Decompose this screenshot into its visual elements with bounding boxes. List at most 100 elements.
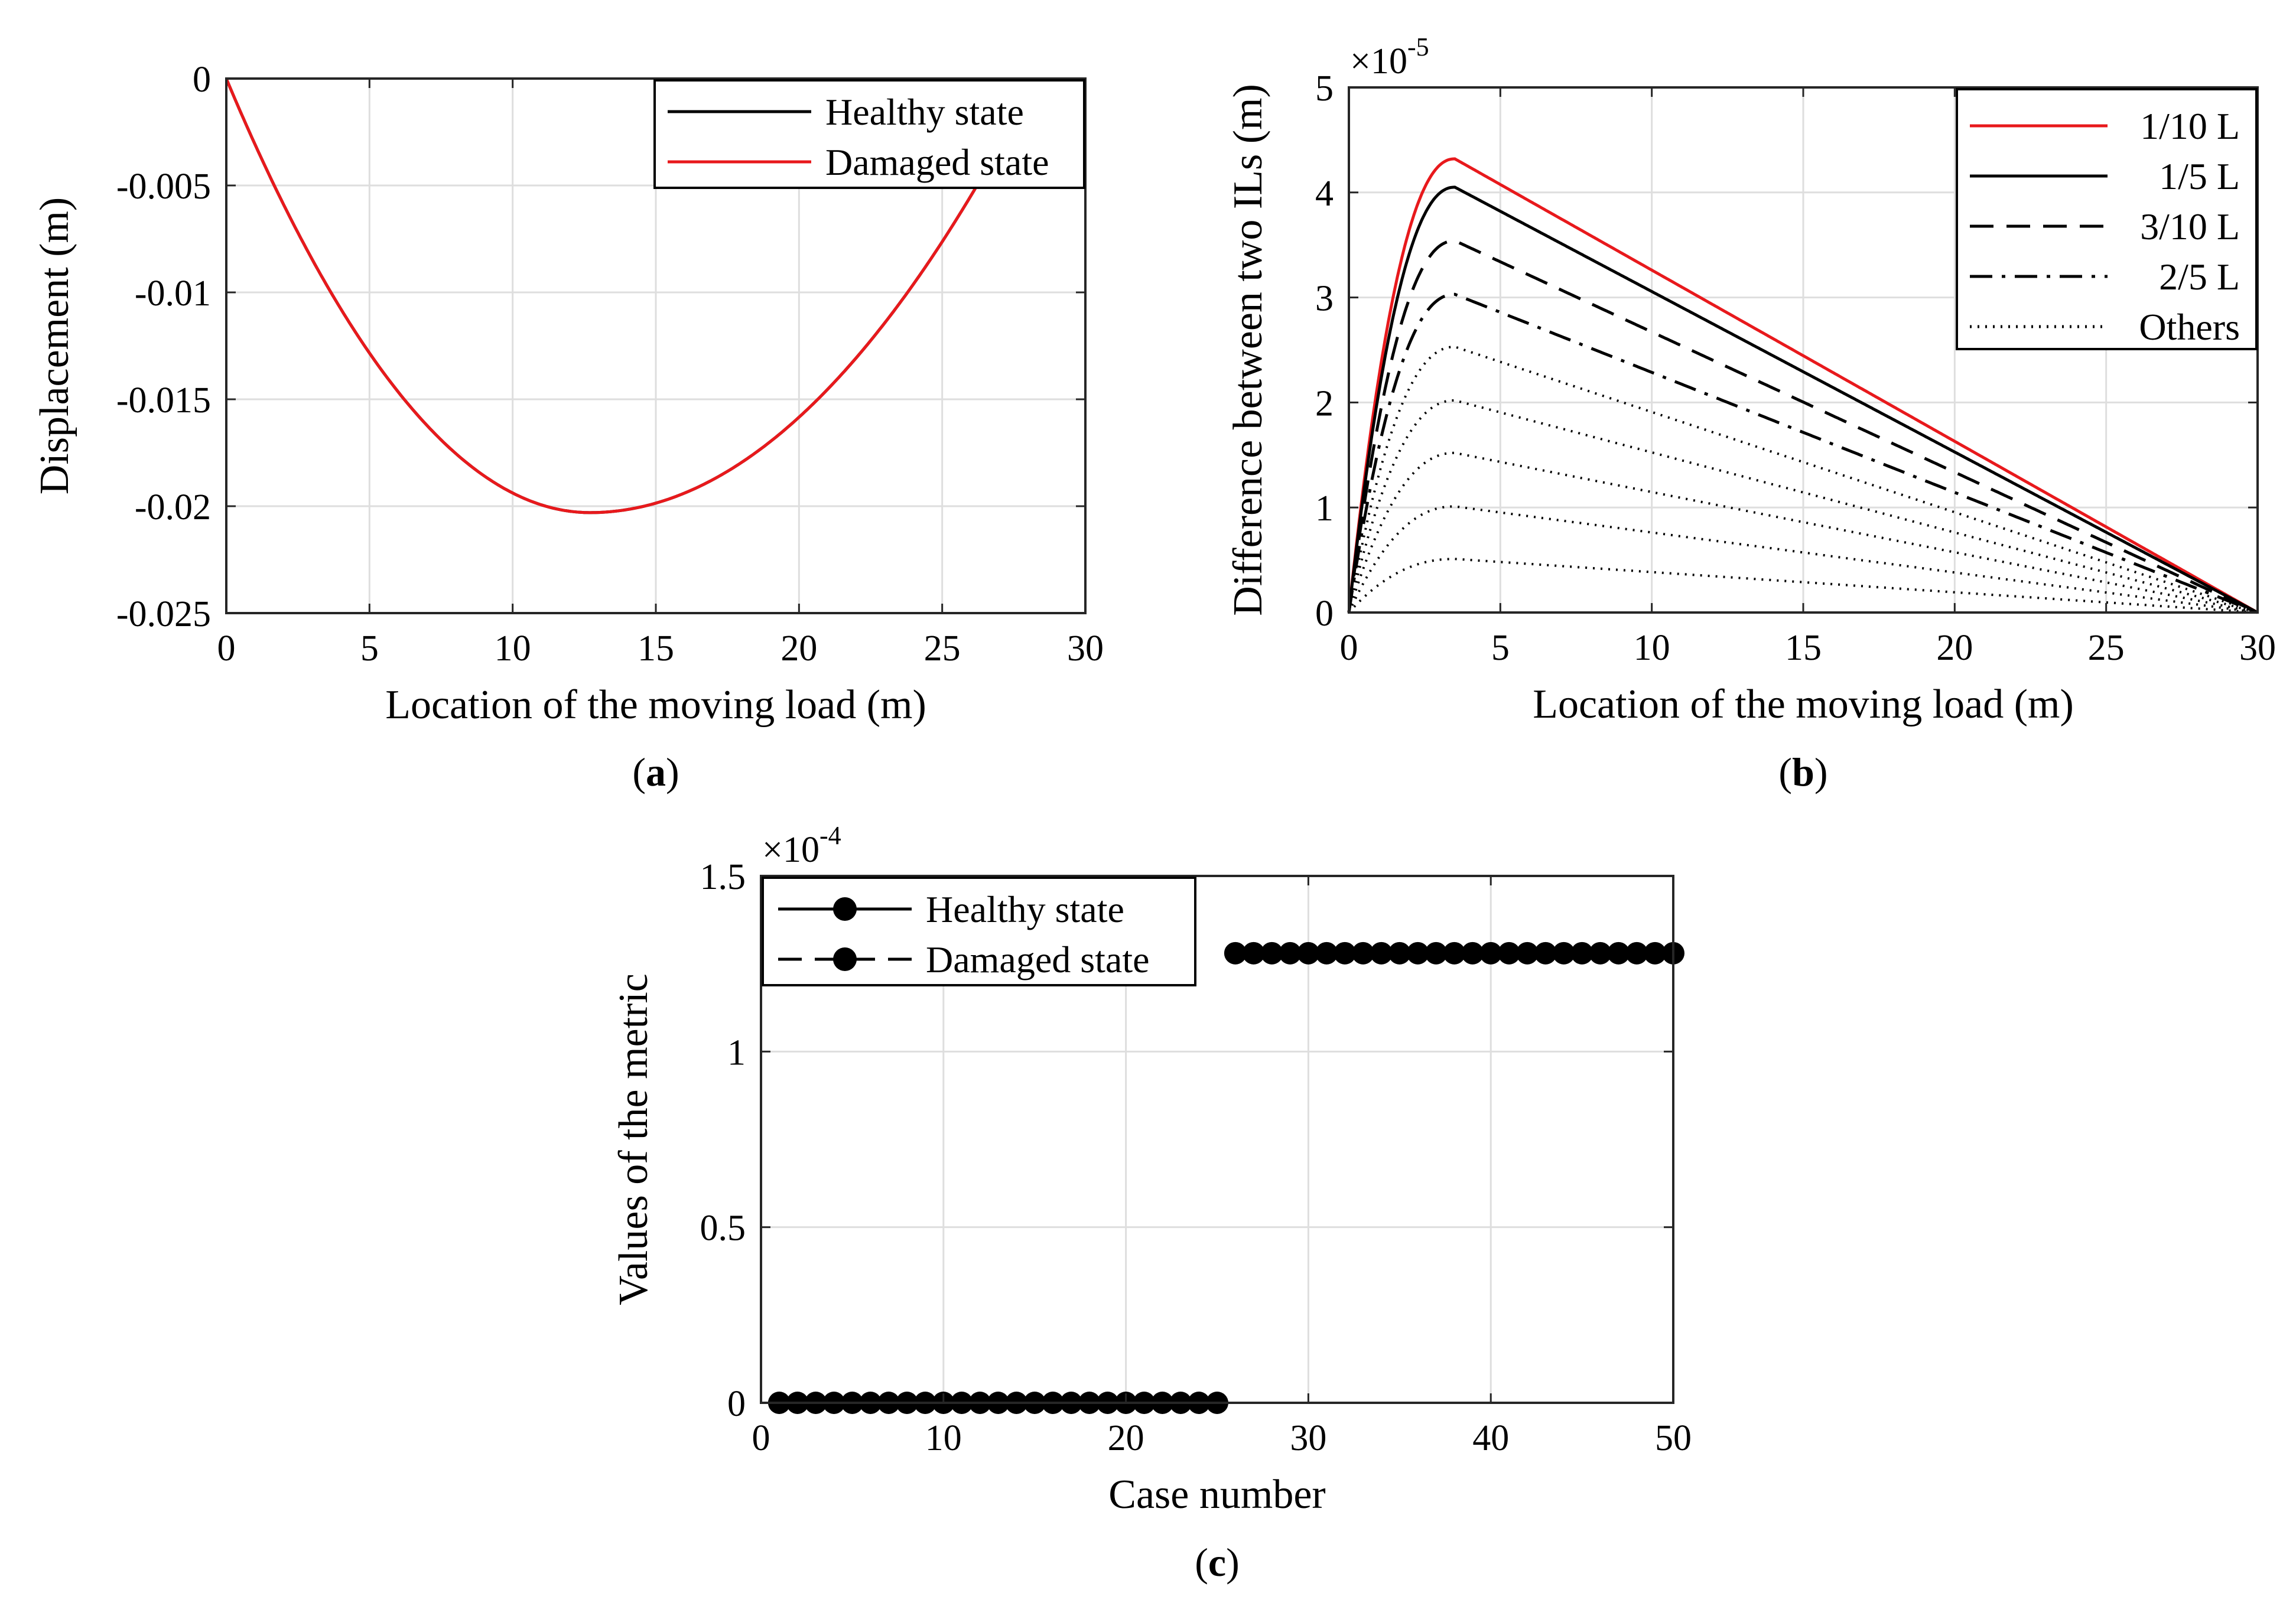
c-ytick-label: 0 [727,1384,746,1424]
c-caption-close: ) [1226,1540,1240,1585]
c-point-damaged [1425,942,1448,965]
b-xtick-label: 30 [2239,628,2276,668]
c-caption-letter: c [1208,1540,1226,1585]
a-xtick-label: 25 [924,628,961,669]
b-caption-open: ( [1778,750,1792,794]
c-xtick-label: 30 [1290,1418,1326,1458]
b-caption-letter: b [1792,750,1814,794]
c-point-damaged [1334,942,1357,965]
b-legend-entry: 3/10 L [2140,206,2240,247]
a-ytick-label: -0.02 [135,487,211,527]
c-caption-open: ( [1195,1540,1208,1585]
panel-a-displacement-chart: 0 5 10 15 20 25 30 0 -0.005 -0.01 -0.015 -0.02 -0.02… [32,60,1104,794]
b-y-multiplier-base: ×10 [1350,41,1407,82]
c-legend-box [762,877,1196,986]
a-legend-box [653,79,1085,189]
b-xtick-label: 10 [1634,628,1670,668]
c-point-damaged [1607,942,1630,965]
c-yaxis-label: Values of the metric [611,973,656,1305]
b-xtick-label: 0 [1340,628,1358,668]
b-legend-entry: 1/5 L [2159,155,2240,197]
b-legend-entry: Others [2139,306,2240,348]
c-legend-entry: Healthy state [926,888,1124,930]
c-point-damaged [1370,942,1393,965]
a-yaxis-label: Displacement (m) [32,197,77,494]
c-point-damaged [1552,942,1575,965]
c-xaxis-label: Case number [1108,1472,1325,1517]
a-ytick-label: -0.005 [116,167,211,207]
a-caption-close: ) [666,750,679,794]
c-xtick-label: 50 [1655,1418,1692,1458]
b-ytick-label: 3 [1315,279,1334,319]
a-ytick-label: -0.015 [116,380,211,421]
c-caption: (c) [1195,1540,1240,1585]
c-ytick-label: 1.5 [700,857,746,897]
a-ytick-label: -0.01 [135,273,211,314]
c-point-damaged [1352,942,1375,965]
c-point-damaged [1388,942,1411,965]
a-xtick-label: 30 [1067,628,1104,669]
b-series-3-10-l-line [1347,239,2259,614]
c-point-damaged [1224,942,1247,965]
c-legend-marker [833,897,857,921]
b-series-1-10-l-line [1347,157,2259,614]
c-point-damaged [1297,942,1320,965]
b-yaxis-label: Difference between two ILs (m) [1225,84,1271,616]
c-point-damaged [1589,942,1612,965]
b-xtick-label: 5 [1491,628,1510,668]
c-xtick-label: 40 [1472,1418,1509,1458]
a-caption-letter: a [646,750,666,794]
panel-b-difference-chart: 0 5 10 15 20 25 30 0 1 2 3 4 5 Location of the moving… [1225,32,2276,794]
c-y-multiplier-exp: -4 [819,821,841,850]
b-ytick-label: 1 [1315,488,1334,529]
a-legend-entry: Healthy state [825,91,1024,133]
b-ytick-label: 2 [1315,383,1334,424]
c-xtick-label: 10 [925,1418,962,1458]
b-series-others-line [1348,346,2258,614]
c-point-damaged [1625,942,1648,965]
a-ytick-label: -0.025 [116,594,211,634]
b-legend-entry: 1/10 L [2140,105,2240,147]
c-xtick-label: 0 [752,1418,770,1458]
a-xtick-label: 10 [495,628,531,669]
b-xaxis-label: Location of the moving load (m) [1533,682,2074,727]
c-point-damaged [1461,942,1484,965]
b-series-others-line [1348,505,2258,614]
a-xaxis-label: Location of the moving load (m) [385,682,926,728]
c-point-damaged [1443,942,1466,965]
c-point-damaged [1516,942,1539,965]
c-point-damaged [1315,942,1338,965]
a-caption: (a) [632,750,679,794]
b-y-multiplier-exp: -5 [1407,32,1429,61]
c-point-damaged [1406,942,1429,965]
a-xtick-label: 5 [360,628,379,669]
a-legend-entry: Damaged state [825,141,1049,183]
a-ytick-label: 0 [193,60,211,100]
a-series-damaged-line [226,79,1085,514]
a-caption-open: ( [632,750,646,794]
b-series-2-5-l-line [1347,292,2258,614]
a-xtick-label: 0 [217,628,236,669]
c-ytick-label: 1 [727,1032,746,1073]
b-legend-box [1956,88,2258,350]
b-series-1-5-l-line [1347,185,2259,614]
b-y-multiplier: ×10-5 [1350,32,1429,82]
c-point-damaged [1260,942,1283,965]
a-xtick-label: 15 [638,628,674,669]
b-xtick-label: 20 [1936,628,1973,668]
b-xtick-label: 25 [2088,628,2125,668]
c-axes-box [760,875,1674,1404]
c-ytick-label: 0.5 [700,1208,746,1249]
b-ytick-label: 0 [1315,594,1334,634]
c-point-damaged [1498,942,1521,965]
c-point-damaged [1570,942,1593,965]
c-xtick-label: 20 [1108,1418,1144,1458]
c-legend-marker [833,947,857,971]
b-xtick-label: 15 [1785,628,1822,668]
c-legend-entry: Damaged state [926,939,1150,980]
c-point-damaged [1242,942,1265,965]
c-point-damaged [1479,942,1503,965]
c-y-multiplier: ×10-4 [762,821,841,870]
b-caption-close: ) [1814,750,1828,794]
b-ytick-label: 4 [1315,174,1334,214]
